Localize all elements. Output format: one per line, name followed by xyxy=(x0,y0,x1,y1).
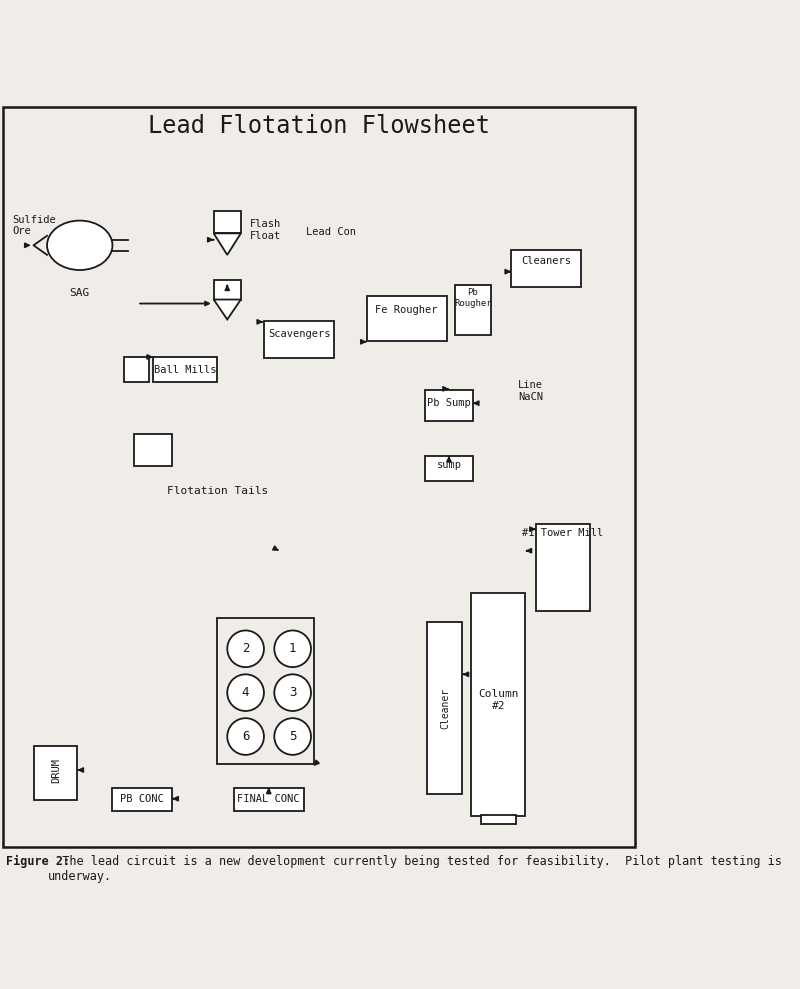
Text: Column
#2: Column #2 xyxy=(478,689,518,711)
Bar xyxy=(427,622,462,794)
Ellipse shape xyxy=(47,221,113,270)
Bar xyxy=(454,285,491,334)
Text: DRUM: DRUM xyxy=(51,758,61,782)
Bar xyxy=(217,618,314,764)
Text: #1 Tower Mill: #1 Tower Mill xyxy=(522,528,603,538)
Polygon shape xyxy=(214,233,241,255)
Text: Cleaners: Cleaners xyxy=(522,256,571,266)
Text: PB CONC: PB CONC xyxy=(120,794,164,804)
Text: Sulfide
Ore: Sulfide Ore xyxy=(12,215,56,236)
Text: Figure 2:: Figure 2: xyxy=(6,854,70,867)
Text: 4: 4 xyxy=(242,686,250,699)
Bar xyxy=(264,321,334,358)
Text: Ball Mills: Ball Mills xyxy=(154,365,216,375)
Bar xyxy=(425,456,473,482)
Text: Flash
Float: Flash Float xyxy=(250,220,281,241)
Text: Pb
Rougher: Pb Rougher xyxy=(454,288,492,308)
Text: sump: sump xyxy=(437,461,462,471)
Bar xyxy=(34,746,78,800)
Text: 2: 2 xyxy=(242,642,250,656)
Bar xyxy=(134,434,172,466)
Bar xyxy=(123,357,149,383)
Bar xyxy=(425,391,473,420)
Text: Scavengers: Scavengers xyxy=(268,328,330,339)
Text: Pb Sump: Pb Sump xyxy=(427,399,471,408)
Polygon shape xyxy=(214,300,241,319)
Circle shape xyxy=(274,718,311,755)
Text: The lead circuit is a new development currently being tested for feasibility.  P: The lead circuit is a new development cu… xyxy=(48,854,782,882)
Text: SAG: SAG xyxy=(70,288,90,298)
Circle shape xyxy=(274,630,311,668)
Bar xyxy=(214,211,241,233)
Text: 5: 5 xyxy=(289,730,296,743)
Text: Flotation Tails: Flotation Tails xyxy=(167,486,269,495)
Bar xyxy=(112,787,172,811)
Bar xyxy=(367,297,446,341)
Text: 1: 1 xyxy=(289,642,296,656)
Text: 6: 6 xyxy=(242,730,250,743)
Text: Line
NaCN: Line NaCN xyxy=(518,381,543,403)
Circle shape xyxy=(227,674,264,711)
Bar xyxy=(511,250,582,287)
Text: FINAL CONC: FINAL CONC xyxy=(238,794,300,804)
Circle shape xyxy=(274,674,311,711)
Text: Fe Rougher: Fe Rougher xyxy=(375,305,438,315)
Text: Cleaner: Cleaner xyxy=(440,687,450,729)
Bar xyxy=(481,815,516,824)
Text: Lead Con: Lead Con xyxy=(306,226,356,236)
Bar xyxy=(536,524,590,610)
Bar xyxy=(153,357,217,383)
Text: Lead Flotation Flowsheet: Lead Flotation Flowsheet xyxy=(148,115,490,138)
Circle shape xyxy=(227,630,264,668)
Bar xyxy=(214,281,241,300)
Circle shape xyxy=(227,718,264,755)
Text: 3: 3 xyxy=(289,686,296,699)
Bar xyxy=(471,593,526,816)
Bar xyxy=(234,787,304,811)
